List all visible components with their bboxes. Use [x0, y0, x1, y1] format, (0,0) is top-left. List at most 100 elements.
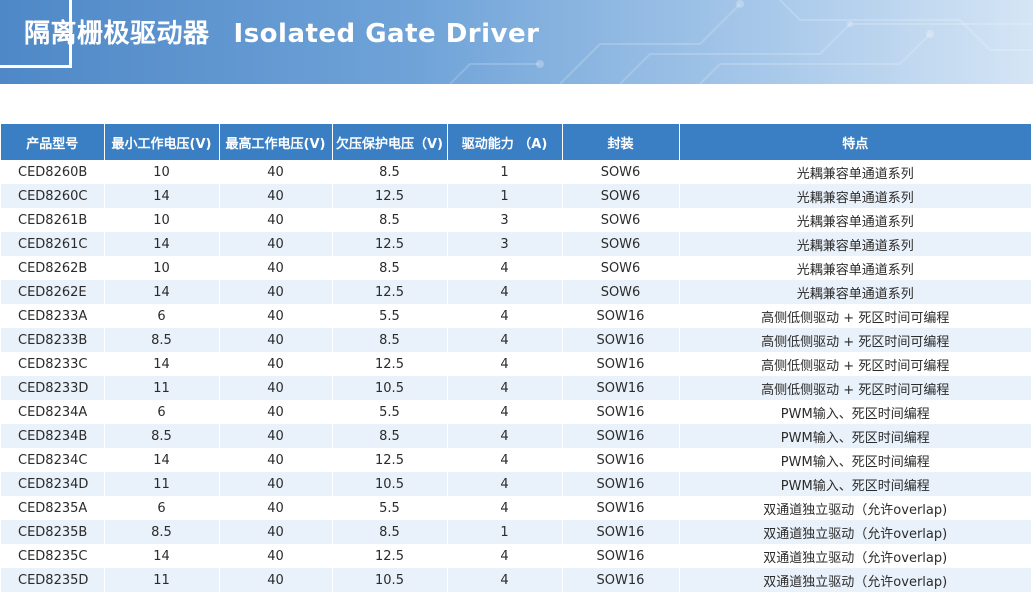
- cell-drive-current: 4: [447, 448, 563, 472]
- cell-drive-current: 4: [447, 376, 563, 400]
- cell-min-voltage: 8.5: [104, 424, 220, 448]
- cell-uvlo: 8.5: [332, 160, 448, 184]
- cell-model: CED8235B: [1, 520, 105, 544]
- cell-max-voltage: 40: [219, 400, 333, 424]
- column-header-features: 特点: [679, 124, 1031, 160]
- cell-uvlo: 12.5: [332, 352, 448, 376]
- circuit-pattern-graphic: [449, 0, 1033, 84]
- table-row: CED8261B 10 40 8.5 3 SOW6 光耦兼容单通道系列: [1, 208, 1031, 232]
- cell-drive-current: 1: [447, 184, 563, 208]
- cell-model: CED8235D: [1, 568, 105, 592]
- cell-package: SOW16: [562, 376, 680, 400]
- cell-features: PWM输入、死区时间编程: [679, 472, 1031, 496]
- cell-max-voltage: 40: [219, 328, 333, 352]
- cell-model: CED8234B: [1, 424, 105, 448]
- cell-max-voltage: 40: [219, 208, 333, 232]
- cell-uvlo: 5.5: [332, 304, 448, 328]
- cell-min-voltage: 11: [104, 472, 220, 496]
- cell-max-voltage: 40: [219, 472, 333, 496]
- cell-drive-current: 1: [447, 520, 563, 544]
- cell-max-voltage: 40: [219, 184, 333, 208]
- cell-uvlo: 8.5: [332, 208, 448, 232]
- cell-uvlo: 10.5: [332, 568, 448, 592]
- table-row: CED8235D 11 40 10.5 4 SOW16 双通道独立驱动（允许overlap): [1, 568, 1031, 592]
- cell-features: 高侧低侧驱动 + 死区时间可编程: [679, 376, 1031, 400]
- cell-min-voltage: 10: [104, 256, 220, 280]
- cell-uvlo: 12.5: [332, 232, 448, 256]
- cell-package: SOW6: [562, 280, 680, 304]
- cell-features: 光耦兼容单通道系列: [679, 160, 1031, 184]
- cell-model: CED8233D: [1, 376, 105, 400]
- cell-package: SOW16: [562, 472, 680, 496]
- cell-max-voltage: 40: [219, 376, 333, 400]
- header-banner: 隔离栅极驱动器 Isolated Gate Driver: [0, 0, 1033, 84]
- cell-uvlo: 10.5: [332, 472, 448, 496]
- cell-package: SOW16: [562, 544, 680, 568]
- table-body: CED8260B 10 40 8.5 1 SOW6 光耦兼容单通道系列 CED8260C 14 4…: [1, 160, 1031, 592]
- cell-max-voltage: 40: [219, 424, 333, 448]
- cell-features: 双通道独立驱动（允许overlap): [679, 544, 1031, 568]
- cell-min-voltage: 10: [104, 208, 220, 232]
- cell-uvlo: 10.5: [332, 376, 448, 400]
- cell-max-voltage: 40: [219, 304, 333, 328]
- cell-max-voltage: 40: [219, 568, 333, 592]
- cell-features: 光耦兼容单通道系列: [679, 232, 1031, 256]
- cell-package: SOW6: [562, 232, 680, 256]
- cell-min-voltage: 14: [104, 352, 220, 376]
- cell-max-voltage: 40: [219, 520, 333, 544]
- page-title-cn: 隔离栅极驱动器: [24, 19, 210, 49]
- cell-package: SOW16: [562, 424, 680, 448]
- cell-package: SOW16: [562, 496, 680, 520]
- cell-min-voltage: 14: [104, 448, 220, 472]
- cell-features: 双通道独立驱动（允许overlap): [679, 496, 1031, 520]
- cell-drive-current: 4: [447, 280, 563, 304]
- cell-model: CED8233B: [1, 328, 105, 352]
- cell-max-voltage: 40: [219, 160, 333, 184]
- column-header-min-voltage: 最小工作电压(V): [104, 124, 220, 160]
- cell-model: CED8233A: [1, 304, 105, 328]
- cell-drive-current: 4: [447, 544, 563, 568]
- cell-drive-current: 3: [447, 208, 563, 232]
- cell-uvlo: 8.5: [332, 424, 448, 448]
- cell-max-voltage: 40: [219, 256, 333, 280]
- cell-features: 光耦兼容单通道系列: [679, 280, 1031, 304]
- cell-min-voltage: 10: [104, 160, 220, 184]
- cell-features: 光耦兼容单通道系列: [679, 208, 1031, 232]
- cell-min-voltage: 8.5: [104, 520, 220, 544]
- column-header-drive-current: 驱动能力 （A): [447, 124, 563, 160]
- cell-package: SOW16: [562, 352, 680, 376]
- column-header-package: 封装: [562, 124, 680, 160]
- cell-package: SOW6: [562, 208, 680, 232]
- cell-features: 光耦兼容单通道系列: [679, 256, 1031, 280]
- table-row: CED8260C 14 40 12.5 1 SOW6 光耦兼容单通道系列: [1, 184, 1031, 208]
- cell-features: 高侧低侧驱动 + 死区时间可编程: [679, 352, 1031, 376]
- cell-max-voltage: 40: [219, 280, 333, 304]
- product-table-container: 产品型号 最小工作电压(V) 最高工作电压(V) 欠压保护电压（V) 驱动能力 …: [1, 124, 1031, 592]
- cell-uvlo: 5.5: [332, 400, 448, 424]
- cell-uvlo: 12.5: [332, 280, 448, 304]
- cell-max-voltage: 40: [219, 448, 333, 472]
- cell-min-voltage: 14: [104, 280, 220, 304]
- cell-uvlo: 12.5: [332, 448, 448, 472]
- cell-model: CED8235A: [1, 496, 105, 520]
- table-row: CED8234D 11 40 10.5 4 SOW16 PWM输入、死区时间编程: [1, 472, 1031, 496]
- table-row: CED8233D 11 40 10.5 4 SOW16 高侧低侧驱动 + 死区时间可编程: [1, 376, 1031, 400]
- cell-drive-current: 4: [447, 256, 563, 280]
- cell-package: SOW16: [562, 328, 680, 352]
- table-row: CED8261C 14 40 12.5 3 SOW6 光耦兼容单通道系列: [1, 232, 1031, 256]
- table-row: CED8233A 6 40 5.5 4 SOW16 高侧低侧驱动 + 死区时间可编程: [1, 304, 1031, 328]
- cell-features: 双通道独立驱动（允许overlap): [679, 568, 1031, 592]
- cell-package: SOW6: [562, 160, 680, 184]
- cell-drive-current: 4: [447, 304, 563, 328]
- cell-drive-current: 4: [447, 352, 563, 376]
- cell-min-voltage: 11: [104, 376, 220, 400]
- cell-drive-current: 4: [447, 496, 563, 520]
- cell-package: SOW6: [562, 184, 680, 208]
- cell-drive-current: 4: [447, 328, 563, 352]
- cell-drive-current: 4: [447, 424, 563, 448]
- cell-features: 高侧低侧驱动 + 死区时间可编程: [679, 304, 1031, 328]
- column-header-uvlo: 欠压保护电压（V): [332, 124, 448, 160]
- cell-min-voltage: 14: [104, 184, 220, 208]
- cell-package: SOW16: [562, 400, 680, 424]
- cell-min-voltage: 14: [104, 544, 220, 568]
